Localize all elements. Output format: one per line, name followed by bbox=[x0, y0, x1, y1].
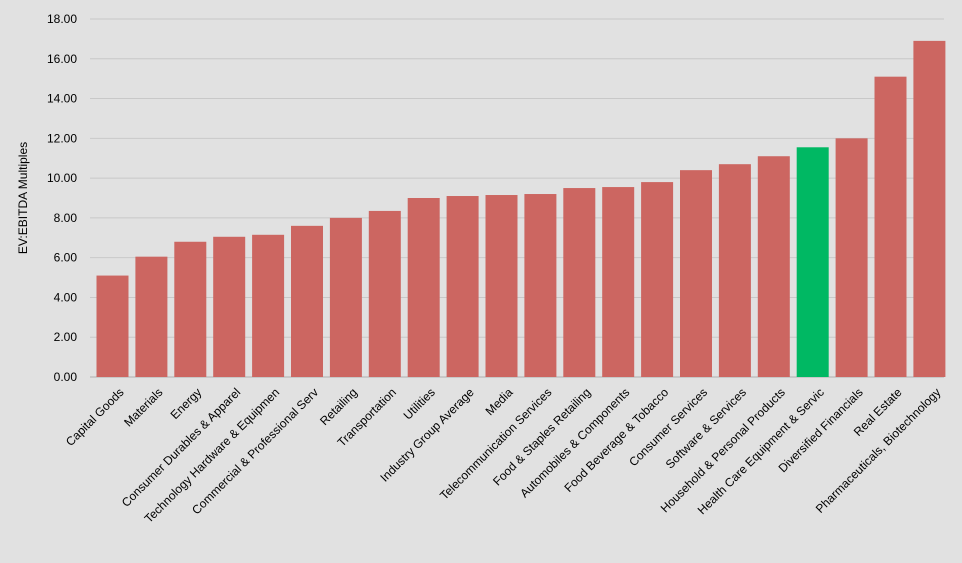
bar bbox=[913, 40, 946, 377]
x-category-label: Capital Goods bbox=[63, 385, 127, 449]
bar bbox=[524, 194, 557, 377]
bar bbox=[563, 188, 596, 377]
y-tick-label: 2.00 bbox=[54, 330, 78, 344]
x-category-label: Utilities bbox=[401, 385, 438, 422]
y-tick-label: 8.00 bbox=[54, 211, 78, 225]
bar bbox=[407, 198, 440, 377]
bar bbox=[796, 147, 829, 377]
y-tick-label: 14.00 bbox=[47, 92, 77, 106]
bar bbox=[446, 196, 479, 377]
x-category-label: Materials bbox=[121, 385, 165, 429]
x-category-label: Energy bbox=[168, 385, 205, 422]
y-tick-label: 10.00 bbox=[47, 171, 77, 185]
bar bbox=[213, 236, 246, 377]
bar bbox=[641, 182, 674, 377]
bar bbox=[329, 217, 362, 377]
x-category-label: Media bbox=[483, 385, 516, 418]
bar bbox=[174, 241, 207, 377]
bar bbox=[602, 187, 635, 377]
y-tick-label: 4.00 bbox=[54, 290, 78, 304]
bar bbox=[835, 138, 868, 377]
bar bbox=[368, 210, 401, 377]
y-tick-label: 18.00 bbox=[47, 12, 77, 26]
bars bbox=[96, 40, 946, 377]
bar bbox=[96, 275, 129, 377]
y-tick-label: 12.00 bbox=[47, 131, 77, 145]
bar bbox=[291, 225, 323, 377]
y-tick-label: 6.00 bbox=[54, 251, 78, 265]
y-axis-title: EV:EBITDA Multiples bbox=[16, 142, 30, 254]
y-tick-label: 16.00 bbox=[47, 52, 77, 66]
bar bbox=[252, 234, 285, 377]
y-axis-tick-labels: 0.00 2.00 4.00 6.00 8.00 10.00 12.00 14.00 16.00… bbox=[47, 12, 77, 384]
bar bbox=[874, 76, 907, 377]
bar bbox=[485, 195, 518, 377]
bar bbox=[135, 256, 168, 377]
bar bbox=[680, 170, 712, 377]
y-tick-label: 0.00 bbox=[54, 370, 78, 384]
bar bbox=[757, 156, 790, 377]
bar bbox=[718, 164, 751, 377]
